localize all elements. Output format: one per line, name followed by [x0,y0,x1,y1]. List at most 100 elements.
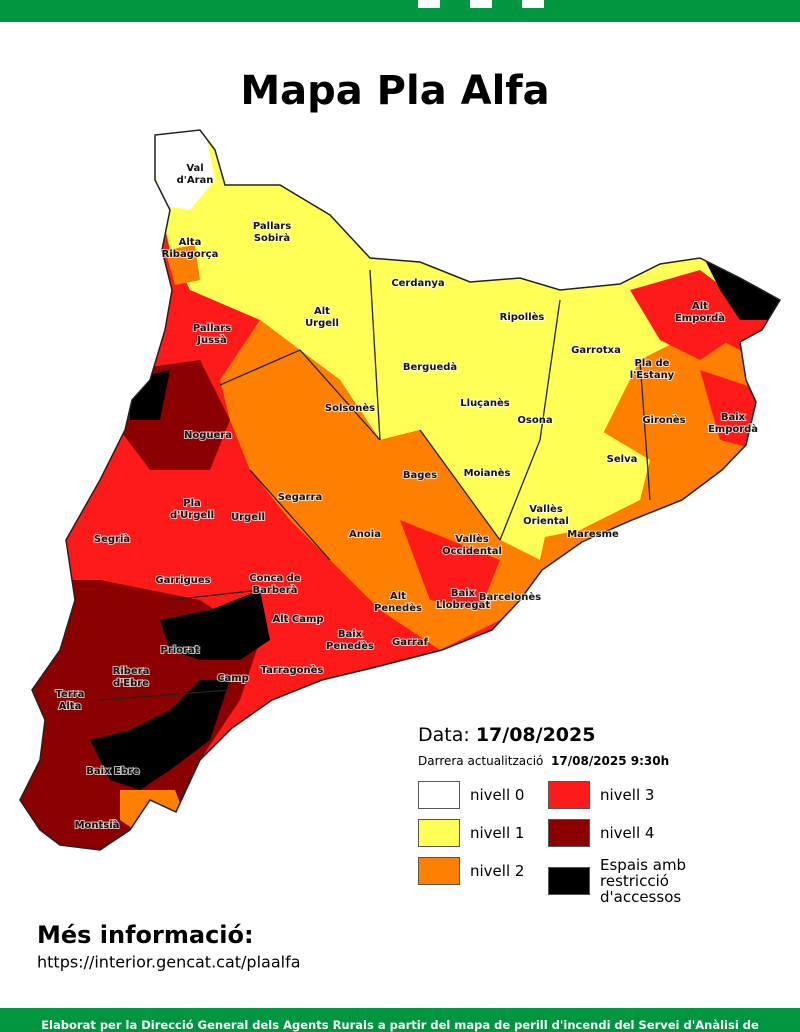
region-label-line: Camp [217,673,249,684]
url[interactable]: https://interior.gencat.cat/plaalfa [37,953,301,972]
legend-swatch [548,867,590,895]
region-label-line: Baix [451,588,476,599]
legend-swatch [418,781,460,809]
zone [220,320,780,650]
region-label: Ribera d'Ebre [113,666,150,689]
region-label-line: Barberà [253,584,298,596]
region-label: Berguedà [403,361,457,373]
region-label-line: Garrigues [155,575,210,586]
region-label-line: Noguera [184,430,232,441]
zone [150,812,185,832]
region-label: Selva [607,454,638,465]
region-label-line: Alta [59,701,82,712]
region-label-line: Llobregat [436,600,490,611]
zone [400,520,500,610]
region-label-line: Lluçanès [460,397,509,409]
region-label-line: Alt [692,301,708,312]
zone [160,590,270,660]
legend-item: nivell 4 [548,819,748,847]
region-label: Segarra [278,492,323,503]
legend-label: nivell 2 [470,862,525,880]
region-label-line: Alta [179,237,202,248]
region-label-line: Gironès [642,414,685,426]
region-label-line: Oriental [523,516,569,527]
region-label-line: Garrotxa [571,345,621,356]
comarca-border [249,469,331,561]
region-label-line: Conca de [249,573,301,584]
region-label-line: d'Aran [177,175,214,186]
region-label: Garraf [392,637,429,648]
region-label: Ripollès [500,311,545,323]
zone [90,680,230,790]
region-label-line: Segrià [94,533,130,545]
legend-item: Espais amb restricció d'accessos [548,857,748,905]
region-label-line: Vallès [529,503,563,515]
region-label: Pallars Sobirà [253,221,291,244]
region-label: Bages [403,470,437,481]
legend-label: nivell 4 [600,824,655,842]
region-label-line: Penedès [326,640,374,652]
region-label: Alt Penedès [374,591,422,614]
region-label-line: Pla [183,498,201,509]
region-label-line: Sobirà [254,232,290,244]
region-label-line: Barcelonès [479,591,541,603]
zone [150,130,215,210]
region-label: Pla de l'Estany [630,358,675,381]
region-label-line: Cerdanya [391,278,444,289]
comarca-border [169,589,261,601]
region-label: Montsià [75,819,120,831]
region-label-line: Occidental [442,546,502,557]
region-label-line: Pallars [253,221,291,232]
region-label-line: Terra [56,689,85,700]
region-label-line: Alt [314,306,330,317]
date-label: Data: [418,724,470,746]
region-label: Anoia [349,529,381,540]
outline [19,129,782,851]
region-label-line: Jussà [196,334,227,346]
region-label-line: Empordà [675,312,725,324]
region-label-line: Maresme [567,529,619,540]
legend-item: nivell 0 [418,781,618,809]
region-label: Baix Llobregat [436,588,490,611]
region-label-line: Osona [517,415,552,426]
region-label-line: Alt Camp [272,614,323,625]
region-label-line: Moianès [464,467,511,479]
region-label: Garrigues [155,575,210,586]
zone [520,430,650,540]
region-label-line: Baix [721,412,746,423]
region-label-line: Garraf [392,637,429,648]
region-label-line: Montsià [75,819,120,831]
legend-item: nivell 3 [548,781,748,809]
region-label: Pallars Jussà [193,323,231,346]
region-label-line: Vallès [455,533,489,545]
legend-label: nivell 3 [600,786,655,804]
legend-item: nivell 2 [418,857,618,885]
region-label-line: Alt [390,591,406,602]
region-label: Terra Alta [56,689,85,712]
region-label-line: Ribagorça [162,249,219,260]
legend-label: nivell 1 [470,824,525,842]
region-label: Gironès [642,414,685,426]
update: 17/08/2025 9:30h [551,754,670,768]
region-label-line: Baix [338,629,363,640]
region-label-line: Anoia [349,529,381,540]
region-label: Vallès Occidental [442,533,502,557]
region-label: Pla d'Urgell [170,498,214,521]
region-label-line: Solsonès [325,402,375,414]
comarca-border [419,429,501,541]
region-label: Maresme [567,529,619,540]
region-label: Cerdanya [391,278,444,289]
region-label-line: d'Urgell [170,510,214,521]
region-label: Alt Urgell [305,306,339,329]
region-label-line: Tarragonès [261,664,324,676]
legend-label: nivell 0 [470,786,525,804]
comarca-border [219,349,381,441]
region-label: Noguera [184,430,232,441]
region-label: Baix Empordà [708,412,758,435]
region-label: Camp [217,673,249,684]
legend-swatch [418,819,460,847]
more-info: Més informació: [37,921,254,949]
legend-swatch [548,819,590,847]
